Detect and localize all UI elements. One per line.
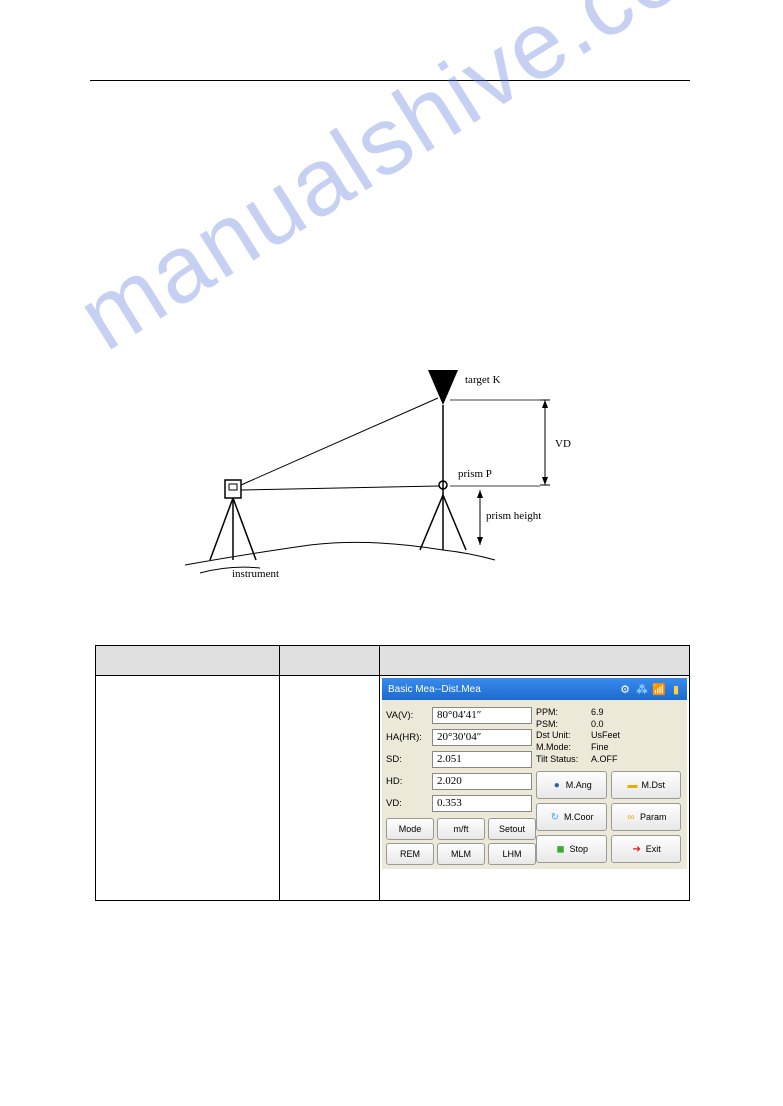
app-titlebar: Basic Mea--Dist.Mea ⚙ ⁂ 📶 ▮ (382, 678, 687, 700)
instruction-table: Basic Mea--Dist.Mea ⚙ ⁂ 📶 ▮ VA(V): (95, 645, 690, 901)
reading-value: 2.051 (432, 751, 532, 768)
stop-button[interactable]: ◼ Stop (536, 835, 607, 863)
reading-label: SD: (386, 754, 428, 765)
reading-label: VA(V): (386, 710, 428, 721)
btn-label: Param (640, 812, 667, 822)
setout-button[interactable]: Setout (488, 818, 536, 840)
bottom-buttons-row1: Mode m/ft Setout (386, 818, 536, 840)
reading-label: HA(HR): (386, 732, 428, 743)
status-label: PPM: (536, 707, 591, 719)
btn-label: M.Coor (564, 812, 594, 822)
reading-row: VA(V): 80°04′41″ (386, 704, 532, 726)
btn-label: Exit (646, 844, 661, 854)
reading-value: 2.020 (432, 773, 532, 790)
status-label: Dst Unit: (536, 730, 591, 742)
bottom-buttons-row2: REM MLM LHM (386, 843, 536, 865)
table-header (96, 646, 689, 676)
rem-button[interactable]: REM (386, 843, 434, 865)
mdst-button[interactable]: ▬ M.Dst (611, 771, 682, 799)
readings-panel: VA(V): 80°04′41″ HA(HR): 20°30′04″ SD: 2… (386, 704, 536, 814)
reading-row: HD: 2.020 (386, 770, 532, 792)
param-button[interactable]: ∞ Param (611, 803, 682, 831)
titlebar-text: Basic Mea--Dist.Mea (388, 684, 618, 695)
globe-icon: ● (551, 779, 563, 791)
app-screenshot: Basic Mea--Dist.Mea ⚙ ⁂ 📶 ▮ VA(V): (382, 678, 687, 869)
survey-diagram: target K VD prism P prism height instrum… (170, 350, 610, 590)
stop-icon: ◼ (554, 843, 566, 855)
label-prism-height: prism height (486, 510, 541, 522)
watermark-text: manualshive.com (60, 0, 770, 372)
unit-button[interactable]: m/ft (437, 818, 485, 840)
mlm-button[interactable]: MLM (437, 843, 485, 865)
btn-label: Stop (569, 844, 588, 854)
right-panel: PPM:6.9 PSM:0.0 Dst Unit:UsFeet M.Mode:F… (536, 704, 683, 865)
status-label: Tilt Status: (536, 754, 591, 766)
status-value: Fine (591, 742, 609, 754)
status-value: A.OFF (591, 754, 618, 766)
gear-icon[interactable]: ⚙ (618, 682, 632, 696)
status-value: UsFeet (591, 730, 620, 742)
reading-value: 80°04′41″ (432, 707, 532, 724)
reading-value: 20°30′04″ (432, 729, 532, 746)
exit-button[interactable]: ➔ Exit (611, 835, 682, 863)
reading-label: HD: (386, 776, 428, 787)
mang-button[interactable]: ● M.Ang (536, 771, 607, 799)
titlebar-icons: ⚙ ⁂ 📶 ▮ (618, 682, 683, 696)
label-prism: prism P (458, 468, 492, 480)
label-instrument: instrument (232, 568, 279, 580)
status-value: 0.0 (591, 719, 604, 731)
reading-row: HA(HR): 20°30′04″ (386, 726, 532, 748)
status-label: M.Mode: (536, 742, 591, 754)
link-icon: ∞ (625, 811, 637, 823)
reading-value: 0.353 (432, 795, 532, 812)
refresh-icon: ↻ (549, 811, 561, 823)
mcoor-button[interactable]: ↻ M.Coor (536, 803, 607, 831)
exit-icon: ➔ (631, 843, 643, 855)
table-body: Basic Mea--Dist.Mea ⚙ ⁂ 📶 ▮ VA(V): (96, 676, 689, 900)
reading-row: VD: 0.353 (386, 792, 532, 814)
status-value: 6.9 (591, 707, 604, 719)
reading-row: SD: 2.051 (386, 748, 532, 770)
btn-label: M.Dst (642, 780, 666, 790)
lhm-button[interactable]: LHM (488, 843, 536, 865)
status-label: PSM: (536, 719, 591, 731)
action-button-grid: ● M.Ang ▬ M.Dst ↻ M.Coor (536, 771, 683, 863)
page-top-rule (90, 80, 690, 81)
folder-icon: ▬ (627, 779, 639, 791)
label-vd: VD (555, 438, 571, 450)
signal-icon[interactable]: 📶 (652, 682, 666, 696)
btn-label: M.Ang (566, 780, 592, 790)
app-body: VA(V): 80°04′41″ HA(HR): 20°30′04″ SD: 2… (382, 700, 687, 869)
mode-button[interactable]: Mode (386, 818, 434, 840)
status-block: PPM:6.9 PSM:0.0 Dst Unit:UsFeet M.Mode:F… (536, 704, 683, 771)
bluetooth-icon[interactable]: ⁂ (635, 682, 649, 696)
battery-icon[interactable]: ▮ (669, 682, 683, 696)
reading-label: VD: (386, 798, 428, 809)
label-target: target K (465, 374, 501, 386)
